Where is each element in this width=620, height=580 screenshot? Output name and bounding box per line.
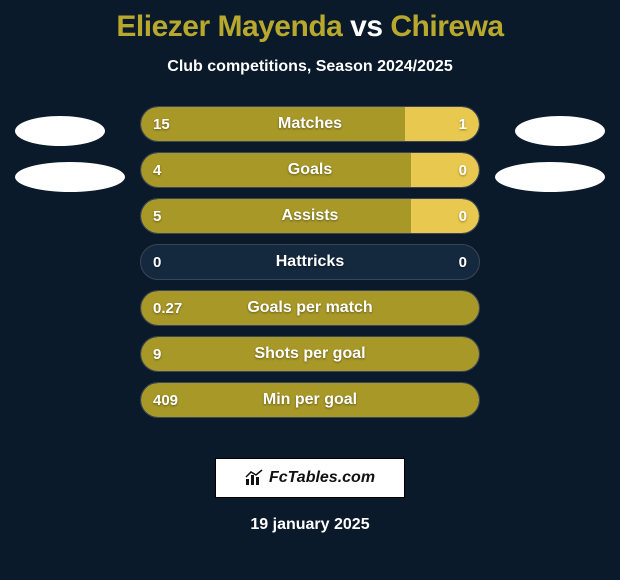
player2-avatar bbox=[495, 162, 605, 192]
player2-club-avatar bbox=[515, 116, 605, 146]
chart-icon bbox=[245, 469, 265, 487]
fctables-badge: FcTables.com bbox=[215, 458, 405, 498]
stat-value-left: 9 bbox=[153, 337, 161, 371]
date-text: 19 january 2025 bbox=[0, 516, 620, 534]
stat-label: Goals bbox=[141, 153, 479, 187]
stat-row: Goals per match0.27 bbox=[140, 290, 480, 326]
player2-name: Chirewa bbox=[390, 10, 503, 43]
stat-label: Shots per goal bbox=[141, 337, 479, 371]
stat-value-left: 0 bbox=[153, 245, 161, 279]
stat-value-left: 0.27 bbox=[153, 291, 182, 325]
stat-value-right: 1 bbox=[459, 107, 467, 141]
stat-label: Min per goal bbox=[141, 383, 479, 417]
stat-row: Min per goal409 bbox=[140, 382, 480, 418]
stat-value-right: 0 bbox=[459, 153, 467, 187]
stat-row: Goals4 0 bbox=[140, 152, 480, 188]
badge-text: FcTables.com bbox=[269, 469, 375, 487]
stat-label: Hattricks bbox=[141, 245, 479, 279]
stat-value-right: 0 bbox=[459, 245, 467, 279]
stat-row: Assists5 0 bbox=[140, 198, 480, 234]
stat-value-left: 5 bbox=[153, 199, 161, 233]
stat-label: Assists bbox=[141, 199, 479, 233]
stat-value-left: 15 bbox=[153, 107, 170, 141]
stat-value-right: 0 bbox=[459, 199, 467, 233]
stat-rows: Matches151Goals40Assists50Hattricks00Goa… bbox=[140, 106, 480, 428]
stat-row: Matches15 1 bbox=[140, 106, 480, 142]
root: Eliezer Mayenda vs Chirewa Club competit… bbox=[0, 0, 620, 580]
stat-value-left: 4 bbox=[153, 153, 161, 187]
stat-row: Shots per goal9 bbox=[140, 336, 480, 372]
player1-avatar bbox=[15, 162, 125, 192]
subtitle: Club competitions, Season 2024/2025 bbox=[0, 58, 620, 76]
player1-name: Eliezer Mayenda bbox=[116, 10, 342, 43]
stat-row: Hattricks0 0 bbox=[140, 244, 480, 280]
stat-label: Goals per match bbox=[141, 291, 479, 325]
stat-label: Matches bbox=[141, 107, 479, 141]
stat-value-left: 409 bbox=[153, 383, 178, 417]
page-title: Eliezer Mayenda vs Chirewa bbox=[0, 10, 620, 44]
comparison-chart: Matches151Goals40Assists50Hattricks00Goa… bbox=[0, 106, 620, 436]
vs-text: vs bbox=[350, 10, 382, 43]
player1-club-avatar bbox=[15, 116, 105, 146]
